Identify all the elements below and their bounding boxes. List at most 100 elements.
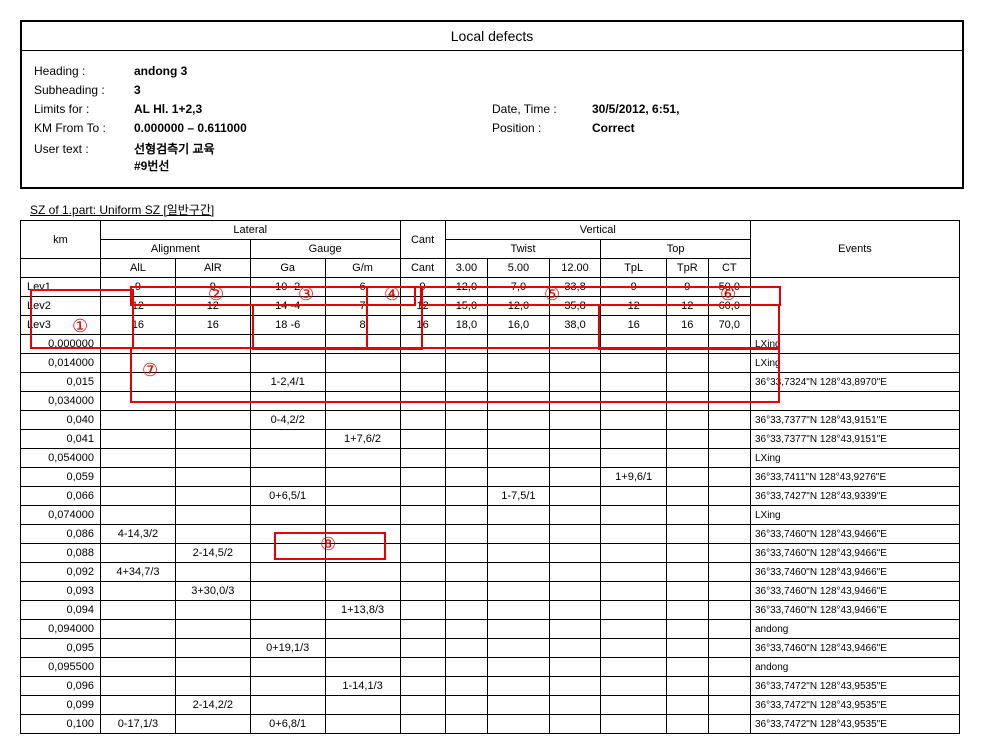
limits-lbl: Limits for : bbox=[34, 102, 134, 116]
data-cell bbox=[549, 449, 601, 468]
event-cell: 36°33,7460"N 128°43,9466"E bbox=[751, 525, 960, 544]
level-cell: 12 bbox=[400, 297, 445, 316]
data-cell bbox=[400, 658, 445, 677]
event-cell: LXing bbox=[751, 449, 960, 468]
km-cell: 0,086 bbox=[21, 525, 101, 544]
data-cell bbox=[708, 677, 750, 696]
data-cell bbox=[601, 449, 667, 468]
data-cell bbox=[175, 392, 250, 411]
data-cell bbox=[400, 620, 445, 639]
subheading-lbl: Subheading : bbox=[34, 83, 134, 97]
data-cell bbox=[549, 506, 601, 525]
data-cell: 0+6,5/1 bbox=[250, 487, 325, 506]
col-alr: AlR bbox=[175, 259, 250, 278]
data-cell bbox=[488, 658, 550, 677]
data-cell bbox=[708, 620, 750, 639]
data-cell bbox=[445, 411, 487, 430]
km-cell: 0,095500 bbox=[21, 658, 101, 677]
data-cell bbox=[601, 487, 667, 506]
data-cell bbox=[175, 449, 250, 468]
level-cell: 16 bbox=[175, 316, 250, 335]
table-row: 0,0933+30,0/336°33,7460"N 128°43,9466"E bbox=[21, 582, 960, 601]
data-cell bbox=[400, 449, 445, 468]
data-cell bbox=[101, 601, 176, 620]
data-cell bbox=[400, 582, 445, 601]
data-cell bbox=[708, 696, 750, 715]
data-body: 0,000000LXing0,014000LXing0,0151-2,4/136… bbox=[21, 335, 960, 734]
level-cell: 12,0 bbox=[445, 278, 487, 297]
col-km: km bbox=[21, 221, 101, 259]
data-cell bbox=[549, 544, 601, 563]
data-cell bbox=[250, 354, 325, 373]
level-cell: 8 bbox=[325, 316, 400, 335]
col-km-blank bbox=[21, 259, 101, 278]
data-cell: 4-14,3/2 bbox=[101, 525, 176, 544]
data-cell bbox=[488, 620, 550, 639]
col-vertical: Vertical bbox=[445, 221, 750, 240]
data-cell bbox=[101, 658, 176, 677]
data-cell bbox=[101, 696, 176, 715]
data-cell: 0+19,1/3 bbox=[250, 639, 325, 658]
data-cell bbox=[549, 335, 601, 354]
data-cell bbox=[445, 658, 487, 677]
level-cell: 18,0 bbox=[445, 316, 487, 335]
table-row: 0,000000LXing bbox=[21, 335, 960, 354]
level-cell: 12 bbox=[175, 297, 250, 316]
data-cell bbox=[549, 582, 601, 601]
km-cell: 0,041 bbox=[21, 430, 101, 449]
data-cell bbox=[488, 335, 550, 354]
level-cell: 14 -4 bbox=[250, 297, 325, 316]
level-cell: 50,0 bbox=[708, 278, 750, 297]
event-cell: 36°33,7324"N 128°43,8970"E bbox=[751, 373, 960, 392]
data-cell bbox=[175, 620, 250, 639]
data-cell bbox=[708, 354, 750, 373]
table-row: 0,0660+6,5/11-7,5/136°33,7427"N 128°43,9… bbox=[21, 487, 960, 506]
table-row: 0,054000LXing bbox=[21, 449, 960, 468]
level-cell: 9 bbox=[667, 278, 708, 297]
km-cell: 0,040 bbox=[21, 411, 101, 430]
header-left: Heading :andong 3 Subheading :3 Limits f… bbox=[34, 59, 492, 179]
data-cell bbox=[250, 468, 325, 487]
event-cell: andong bbox=[751, 658, 960, 677]
header-right: Date, Time :30/5/2012, 6:51, Position :C… bbox=[492, 59, 950, 179]
data-cell bbox=[667, 677, 708, 696]
event-cell: LXing bbox=[751, 335, 960, 354]
table-row: 0,074000LXing bbox=[21, 506, 960, 525]
data-cell bbox=[400, 715, 445, 734]
event-cell: LXing bbox=[751, 354, 960, 373]
data-cell bbox=[175, 506, 250, 525]
km-cell: 0,059 bbox=[21, 468, 101, 487]
data-cell bbox=[101, 449, 176, 468]
level-cell: 60,0 bbox=[708, 297, 750, 316]
data-cell bbox=[325, 582, 400, 601]
data-cell bbox=[549, 411, 601, 430]
level-cell: 16 bbox=[400, 316, 445, 335]
data-cell bbox=[250, 677, 325, 696]
table-head: km Lateral Cant Vertical Events Alignmen… bbox=[21, 221, 960, 278]
data-cell bbox=[488, 544, 550, 563]
data-cell bbox=[325, 639, 400, 658]
level-cell: 12 bbox=[601, 297, 667, 316]
level-cell: Lev2 bbox=[21, 297, 101, 316]
data-cell bbox=[101, 335, 176, 354]
km-cell: 0,074000 bbox=[21, 506, 101, 525]
km-cell: 0,094 bbox=[21, 601, 101, 620]
data-cell bbox=[445, 506, 487, 525]
data-cell bbox=[101, 677, 176, 696]
section-title: SZ of 1.part: Uniform SZ [일반구간] bbox=[30, 201, 980, 218]
col-top: Top bbox=[601, 240, 751, 259]
data-cell bbox=[708, 487, 750, 506]
data-cell bbox=[445, 601, 487, 620]
data-cell bbox=[601, 525, 667, 544]
data-cell bbox=[175, 525, 250, 544]
data-cell bbox=[488, 563, 550, 582]
data-cell: 0-4,2/2 bbox=[250, 411, 325, 430]
km-cell: 0,014000 bbox=[21, 354, 101, 373]
data-cell bbox=[601, 544, 667, 563]
event-cell bbox=[751, 392, 960, 411]
level-cell: 16 bbox=[601, 316, 667, 335]
data-cell bbox=[175, 373, 250, 392]
data-cell bbox=[667, 715, 708, 734]
data-cell bbox=[445, 468, 487, 487]
data-cell bbox=[250, 430, 325, 449]
